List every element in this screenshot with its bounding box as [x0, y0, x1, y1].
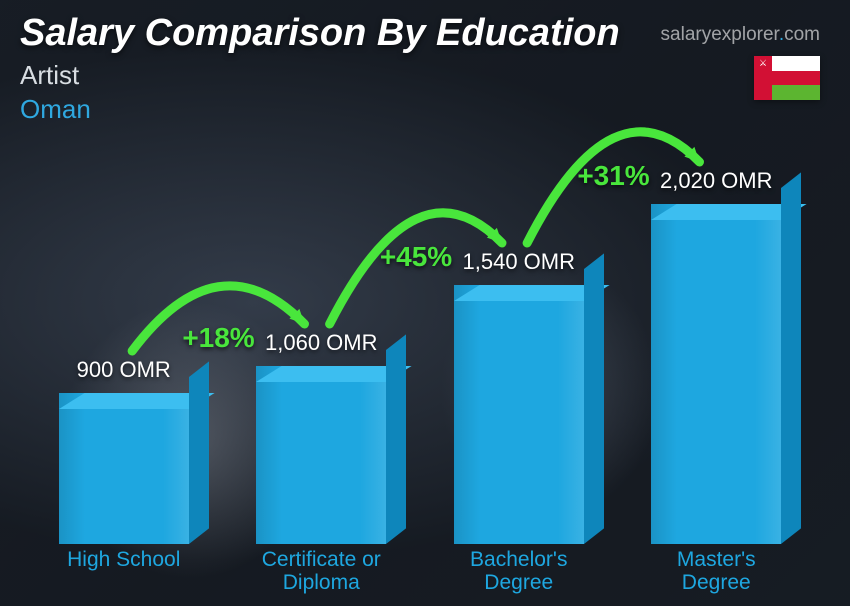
bar-side-face	[781, 172, 801, 544]
bar-label: Bachelor'sDegree	[435, 544, 603, 592]
increase-label: +45%	[380, 241, 452, 273]
bar-front-face	[454, 285, 584, 544]
infographic-container: Salary Comparison By Education Artist Om…	[0, 0, 850, 606]
bar-label: High School	[40, 544, 208, 592]
bar-3d	[59, 393, 189, 544]
bar-value: 2,020 OMR	[660, 168, 773, 194]
flag-emblem-icon: ⚔	[758, 58, 768, 68]
bars-area: 900 OMR 1,060 OMR 1,540 OMR 2,020 OMR	[40, 150, 800, 544]
bar-group: 1,540 OMR	[435, 249, 603, 544]
bar-label: Certificate orDiploma	[238, 544, 406, 592]
watermark-suffix: com	[784, 24, 820, 45]
bar-side-face	[189, 361, 209, 544]
bar-side-face	[584, 253, 604, 544]
labels-area: High School Certificate orDiploma Bachelor…	[40, 544, 800, 592]
bar-front-face	[651, 204, 781, 544]
bar-front-face	[256, 366, 386, 544]
page-title: Salary Comparison By Education	[20, 12, 620, 55]
bar-side-face	[386, 334, 406, 544]
bar-group: 900 OMR	[40, 357, 208, 544]
bar-group: 2,020 OMR	[633, 168, 801, 544]
watermark: salaryexplorer.com	[661, 24, 820, 46]
bar-3d	[651, 204, 781, 544]
increase-label: +18%	[182, 322, 254, 354]
bar-value: 1,540 OMR	[463, 249, 576, 275]
bar-front-face	[59, 393, 189, 544]
watermark-prefix: salaryexplorer	[661, 24, 779, 45]
bar-3d	[454, 285, 584, 544]
increase-label: +31%	[577, 160, 649, 192]
bar-value: 900 OMR	[77, 357, 171, 383]
bar-group: 1,060 OMR	[238, 330, 406, 544]
bar-3d	[256, 366, 386, 544]
bar-chart: 900 OMR 1,060 OMR 1,540 OMR 2,020 OMR Hi…	[40, 150, 800, 592]
bar-label: Master'sDegree	[633, 544, 801, 592]
bar-value: 1,060 OMR	[265, 330, 378, 356]
